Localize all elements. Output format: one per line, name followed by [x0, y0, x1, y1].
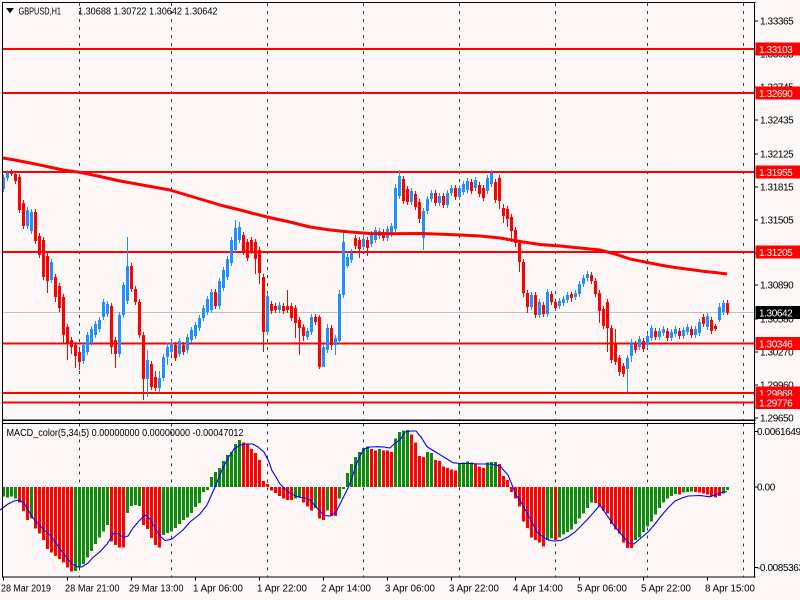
svg-text:1.31955: 1.31955: [759, 168, 793, 179]
svg-text:1.30642: 1.30642: [759, 308, 793, 319]
svg-text:5 Apr 06:00: 5 Apr 06:00: [577, 584, 627, 595]
svg-text:1.29960: 1.29960: [760, 381, 794, 392]
svg-text:1.29776: 1.29776: [759, 398, 793, 409]
svg-text:0.0061649: 0.0061649: [757, 427, 800, 438]
svg-text:1.31205: 1.31205: [759, 248, 793, 259]
svg-text:1.31815: 1.31815: [760, 183, 794, 194]
svg-text:8 Apr 15:00: 8 Apr 15:00: [705, 584, 755, 595]
svg-text:1.32125: 1.32125: [760, 150, 794, 161]
svg-text:1.30890: 1.30890: [760, 281, 794, 292]
svg-text:2 Apr 14:00: 2 Apr 14:00: [321, 584, 371, 595]
svg-text:1.29650: 1.29650: [760, 414, 794, 425]
svg-text:1.30270: 1.30270: [760, 348, 794, 359]
svg-text:28 Mar 21:00: 28 Mar 21:00: [65, 584, 120, 595]
svg-text:1.30346: 1.30346: [759, 339, 793, 350]
svg-text:29 Mar 13:00: 29 Mar 13:00: [129, 584, 184, 595]
svg-text:3 Apr 22:00: 3 Apr 22:00: [449, 584, 499, 595]
svg-text:MACD_color(5,34,5) 0.00000000: MACD_color(5,34,5) 0.00000000 0.00000000…: [7, 428, 244, 439]
svg-text:1.33365: 1.33365: [760, 17, 794, 28]
svg-text:1.32435: 1.32435: [760, 116, 794, 127]
svg-text:28 Mar 2019: 28 Mar 2019: [1, 584, 51, 595]
svg-text:1.31505: 1.31505: [760, 216, 794, 227]
svg-text:-0.0085363: -0.0085363: [757, 563, 800, 574]
svg-text:0.00: 0.00: [757, 483, 776, 494]
svg-text:GBPUSD,H1: GBPUSD,H1: [19, 7, 62, 18]
svg-text:1.33103: 1.33103: [759, 45, 793, 56]
svg-text:5 Apr 22:00: 5 Apr 22:00: [641, 584, 691, 595]
svg-text:1.30688 1.30722 1.30642 1.3064: 1.30688 1.30722 1.30642 1.30642: [78, 7, 218, 18]
svg-text:1.32690: 1.32690: [759, 89, 793, 100]
svg-text:3 Apr 06:00: 3 Apr 06:00: [385, 584, 435, 595]
svg-text:1 Apr 22:00: 1 Apr 22:00: [257, 584, 307, 595]
svg-text:1.30580: 1.30580: [760, 315, 794, 326]
svg-text:1 Apr 06:00: 1 Apr 06:00: [193, 584, 243, 595]
svg-text:4 Apr 14:00: 4 Apr 14:00: [513, 584, 563, 595]
svg-text:1.29868: 1.29868: [759, 389, 793, 400]
